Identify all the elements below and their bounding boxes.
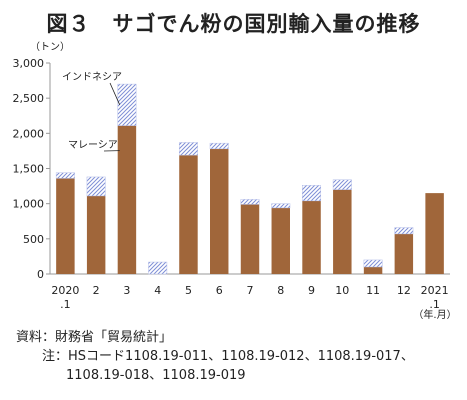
y-tick-label: 2,000 <box>13 127 45 140</box>
x-tick-label: 12 <box>397 284 411 297</box>
note-label: 注： <box>42 349 69 364</box>
annotation-leader-indonesia <box>109 82 121 106</box>
source-label: 資料： <box>16 330 56 345</box>
note-text-1: HSコード1108.19-011、1108.19-012、1108.19-017… <box>68 349 414 364</box>
x-tick-label: 4 <box>154 284 161 297</box>
x-tick-label: 5 <box>185 284 192 297</box>
x-tick-label: 11 <box>366 284 380 297</box>
bar-segment-malaysia <box>302 200 321 274</box>
source-text: 財務省「貿易統計」 <box>55 330 173 345</box>
bar-segment-malaysia <box>240 204 260 274</box>
bar-segment-malaysia <box>179 155 198 274</box>
y-tick-label: 500 <box>23 233 44 246</box>
bar-segment-malaysia <box>363 266 383 274</box>
x-tick-label: 6 <box>216 284 223 297</box>
x-tick-label: 10 <box>335 284 349 297</box>
bar-segment-indonesia <box>363 259 383 268</box>
y-tick-label: 0 <box>37 268 44 281</box>
bar-segment-malaysia <box>86 195 106 274</box>
bar-segment-indonesia <box>117 83 137 126</box>
y-tick-label: 1,500 <box>13 163 45 176</box>
bar-segment-malaysia <box>333 189 352 274</box>
bar-segment-malaysia <box>210 148 229 274</box>
bar-segment-indonesia <box>86 176 106 197</box>
note-text-2: 1108.19-018、1108.19-019 <box>66 368 246 383</box>
bar-segment-malaysia <box>56 178 75 274</box>
x-unit-label: （年.月） <box>413 308 456 321</box>
bar-segment-malaysia <box>394 233 414 274</box>
annotation-malaysia: マレーシア <box>68 140 118 151</box>
y-tick-label: 2,500 <box>13 92 45 105</box>
bar-segment-indonesia <box>332 179 352 190</box>
x-tick-label: 8 <box>277 284 284 297</box>
note-line-1: 注：HSコード1108.19-011、1108.19-012、1108.19-0… <box>16 347 414 366</box>
bar-segment-malaysia <box>117 125 137 274</box>
chart-title: 図３ サゴでん粉の国別輸入量の推移 <box>46 12 421 36</box>
source-line: 資料：財務省「貿易統計」 <box>16 328 414 347</box>
bar-segment-indonesia <box>394 227 414 235</box>
note-line-2: 1108.19-018、1108.19-019 <box>16 366 414 385</box>
bar-segment-indonesia <box>271 203 291 209</box>
annotation-indonesia: インドネシア <box>62 71 122 83</box>
y-unit-label: （トン） <box>30 41 70 53</box>
bar-segment-indonesia <box>148 261 168 275</box>
bar-segment-malaysia <box>425 193 444 274</box>
bar-segment-malaysia <box>271 207 290 274</box>
stacked-bar-chart: （トン） 0 500 1,000 1,500 2,000 2,500 3,000 2020.… <box>13 41 457 321</box>
notes-block: 資料：財務省「貿易統計」 注：HSコード1108.19-011、1108.19-… <box>16 328 414 385</box>
x-tick-label: 2 <box>93 284 100 297</box>
x-tick-label: 3 <box>123 284 130 297</box>
x-tick-label: 7 <box>247 284 254 297</box>
bar-segment-indonesia <box>55 172 75 179</box>
y-tick-label: 1,000 <box>13 198 45 211</box>
bar-segment-indonesia <box>209 142 229 150</box>
x-tick-label: 9 <box>308 284 315 297</box>
x-tick-label: 2020.1 <box>51 284 79 311</box>
bar-segment-indonesia <box>240 199 260 205</box>
bar-segment-indonesia <box>302 185 322 202</box>
bar-segment-indonesia <box>178 142 198 156</box>
y-tick-label: 3,000 <box>13 57 45 70</box>
x-tick-label: 2021.1 <box>421 284 449 311</box>
